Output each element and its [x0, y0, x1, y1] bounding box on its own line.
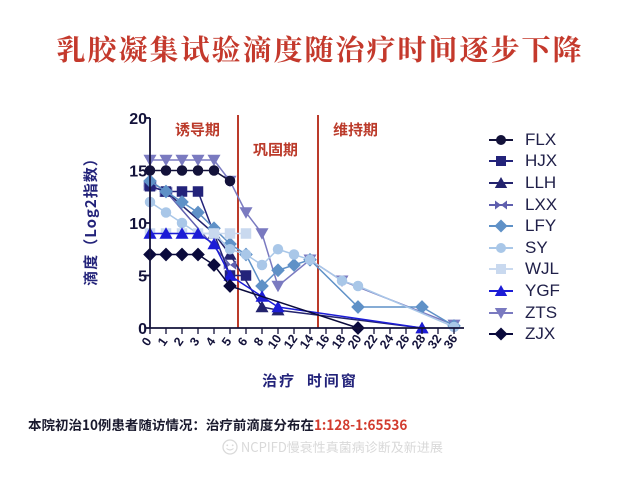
svg-text:诱导期: 诱导期: [175, 119, 220, 140]
svg-text:10: 10: [129, 216, 147, 233]
svg-text:20: 20: [129, 111, 147, 128]
svg-text:36: 36: [441, 332, 460, 351]
svg-text:5: 5: [138, 269, 147, 286]
svg-text:2: 2: [171, 335, 186, 349]
svg-text:3: 3: [187, 335, 202, 349]
svg-text:8: 8: [251, 335, 266, 349]
svg-text:4: 4: [203, 335, 218, 349]
svg-text:维持期: 维持期: [333, 119, 378, 140]
svg-text:15: 15: [129, 164, 147, 181]
svg-text:5: 5: [219, 335, 234, 349]
svg-text:巩固期: 巩固期: [253, 139, 298, 160]
svg-text:1: 1: [155, 335, 170, 349]
svg-text:6: 6: [235, 335, 250, 349]
